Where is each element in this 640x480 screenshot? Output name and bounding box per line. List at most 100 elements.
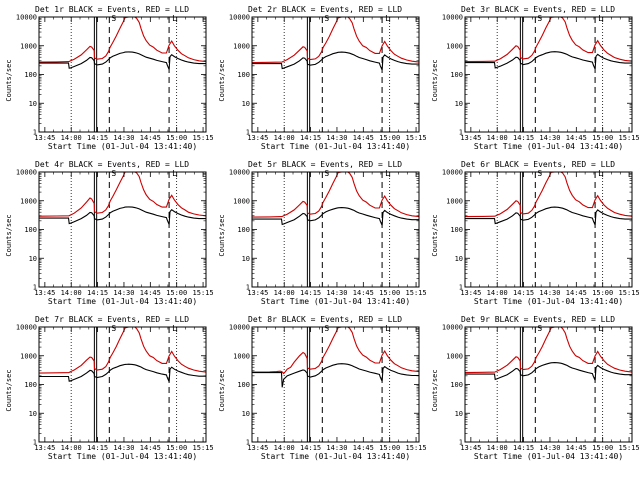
events-series-line: [39, 206, 206, 225]
x-tick-label: 14:15: [513, 134, 534, 142]
panel-title: Det 6r BLACK = Events, RED = LLD: [461, 160, 615, 169]
events-series-line: [252, 51, 419, 71]
y-tick-label: 1: [459, 439, 463, 447]
start-marker-label: S: [111, 14, 116, 23]
lld-series-line: [39, 17, 206, 63]
x-tick-label: 14:45: [353, 134, 374, 142]
x-tick-label: 14:00: [274, 134, 295, 142]
x-tick-label: 14:30: [539, 289, 560, 297]
y-axis-title: Counts/sec: [218, 369, 226, 411]
x-tick-label: 15:00: [166, 444, 187, 452]
y-tick-label: 100: [24, 226, 37, 234]
lld-series-line: [252, 172, 419, 218]
y-tick-label: 1: [246, 439, 250, 447]
x-tick-label: 15:15: [619, 134, 640, 142]
y-tick-label: 1: [33, 284, 37, 292]
plot-frame: [251, 326, 420, 443]
y-tick-label: 1000: [20, 352, 37, 360]
x-tick-label: 13:45: [247, 289, 268, 297]
x-tick-label: 14:30: [113, 444, 134, 452]
x-tick-label: 14:30: [539, 134, 560, 142]
y-tick-label: 100: [237, 381, 250, 389]
lld-series-line: [252, 17, 419, 64]
y-tick-label: 1000: [233, 42, 250, 50]
panel-title: Det 3r BLACK = Events, RED = LLD: [461, 5, 615, 14]
panel-title: Det 2r BLACK = Events, RED = LLD: [248, 5, 402, 14]
start-marker-label: S: [324, 324, 329, 333]
start-marker-label: S: [324, 14, 329, 23]
y-axis-title: Counts/sec: [5, 59, 13, 101]
x-tick-label: 14:00: [487, 134, 508, 142]
y-tick-label: 100: [450, 71, 463, 79]
x-tick-label: 14:30: [113, 289, 134, 297]
y-tick-label: 10000: [16, 169, 37, 177]
x-tick-label: 15:15: [193, 134, 214, 142]
x-tick-label: 14:00: [487, 289, 508, 297]
end-marker-label: L: [598, 324, 603, 333]
x-tick-label: 14:15: [87, 444, 108, 452]
x-tick-label: 15:00: [592, 444, 613, 452]
y-tick-label: 10000: [442, 324, 463, 332]
x-tick-label: 14:45: [140, 134, 161, 142]
end-marker-label: L: [598, 169, 603, 178]
x-tick-label: 14:00: [274, 289, 295, 297]
y-axis-title: Counts/sec: [5, 369, 13, 411]
y-tick-label: 10: [29, 410, 37, 418]
start-marker-label: S: [111, 169, 116, 178]
y-tick-label: 10000: [16, 324, 37, 332]
start-marker-label: S: [111, 324, 116, 333]
y-tick-label: 10: [455, 255, 463, 263]
x-tick-label: 14:15: [300, 444, 321, 452]
x-tick-label: 15:00: [592, 289, 613, 297]
y-tick-label: 10000: [229, 169, 250, 177]
y-tick-label: 100: [450, 381, 463, 389]
x-tick-label: 14:00: [61, 289, 82, 297]
x-tick-label: 14:45: [566, 289, 587, 297]
y-tick-label: 100: [237, 71, 250, 79]
y-axis-title: Counts/sec: [431, 59, 439, 101]
y-tick-label: 10: [242, 100, 250, 108]
lld-series-line: [465, 327, 632, 374]
x-tick-label: 15:00: [379, 289, 400, 297]
y-tick-label: 1000: [446, 42, 463, 50]
x-tick-label: 14:15: [87, 289, 108, 297]
x-tick-label: 14:45: [566, 444, 587, 452]
panel-title: Det 9r BLACK = Events, RED = LLD: [461, 315, 615, 324]
x-axis-title: Start Time (01-Jul-04 13:41:40): [261, 452, 410, 461]
x-axis-title: Start Time (01-Jul-04 13:41:40): [474, 452, 623, 461]
end-marker-label: L: [172, 169, 177, 178]
plot-frame: [38, 326, 207, 443]
end-marker-label: L: [385, 14, 390, 23]
x-tick-label: 14:00: [61, 444, 82, 452]
end-marker-label: L: [385, 169, 390, 178]
panel-title: Det 1r BLACK = Events, RED = LLD: [35, 5, 189, 14]
y-tick-label: 10: [29, 255, 37, 263]
end-marker-label: L: [385, 324, 390, 333]
x-tick-label: 14:15: [87, 134, 108, 142]
events-series-line: [465, 51, 632, 70]
x-tick-label: 13:45: [247, 134, 268, 142]
x-tick-label: 14:45: [140, 289, 161, 297]
start-marker-label: S: [537, 169, 542, 178]
y-axis-title: Counts/sec: [218, 59, 226, 101]
y-axis-title: Counts/sec: [218, 214, 226, 256]
panel-title: Det 5r BLACK = Events, RED = LLD: [248, 160, 402, 169]
x-tick-label: 14:45: [140, 444, 161, 452]
events-series-line: [252, 363, 419, 388]
x-tick-label: 14:30: [539, 444, 560, 452]
x-tick-label: 14:30: [326, 289, 347, 297]
x-tick-label: 14:00: [61, 134, 82, 142]
x-tick-label: 15:15: [406, 134, 427, 142]
x-tick-label: 13:45: [34, 134, 55, 142]
x-tick-label: 14:45: [353, 289, 374, 297]
y-tick-label: 10000: [442, 14, 463, 22]
x-tick-label: 14:30: [113, 134, 134, 142]
panel-title: Det 4r BLACK = Events, RED = LLD: [35, 160, 189, 169]
x-tick-label: 13:45: [247, 444, 268, 452]
plot-frame: [38, 16, 207, 133]
